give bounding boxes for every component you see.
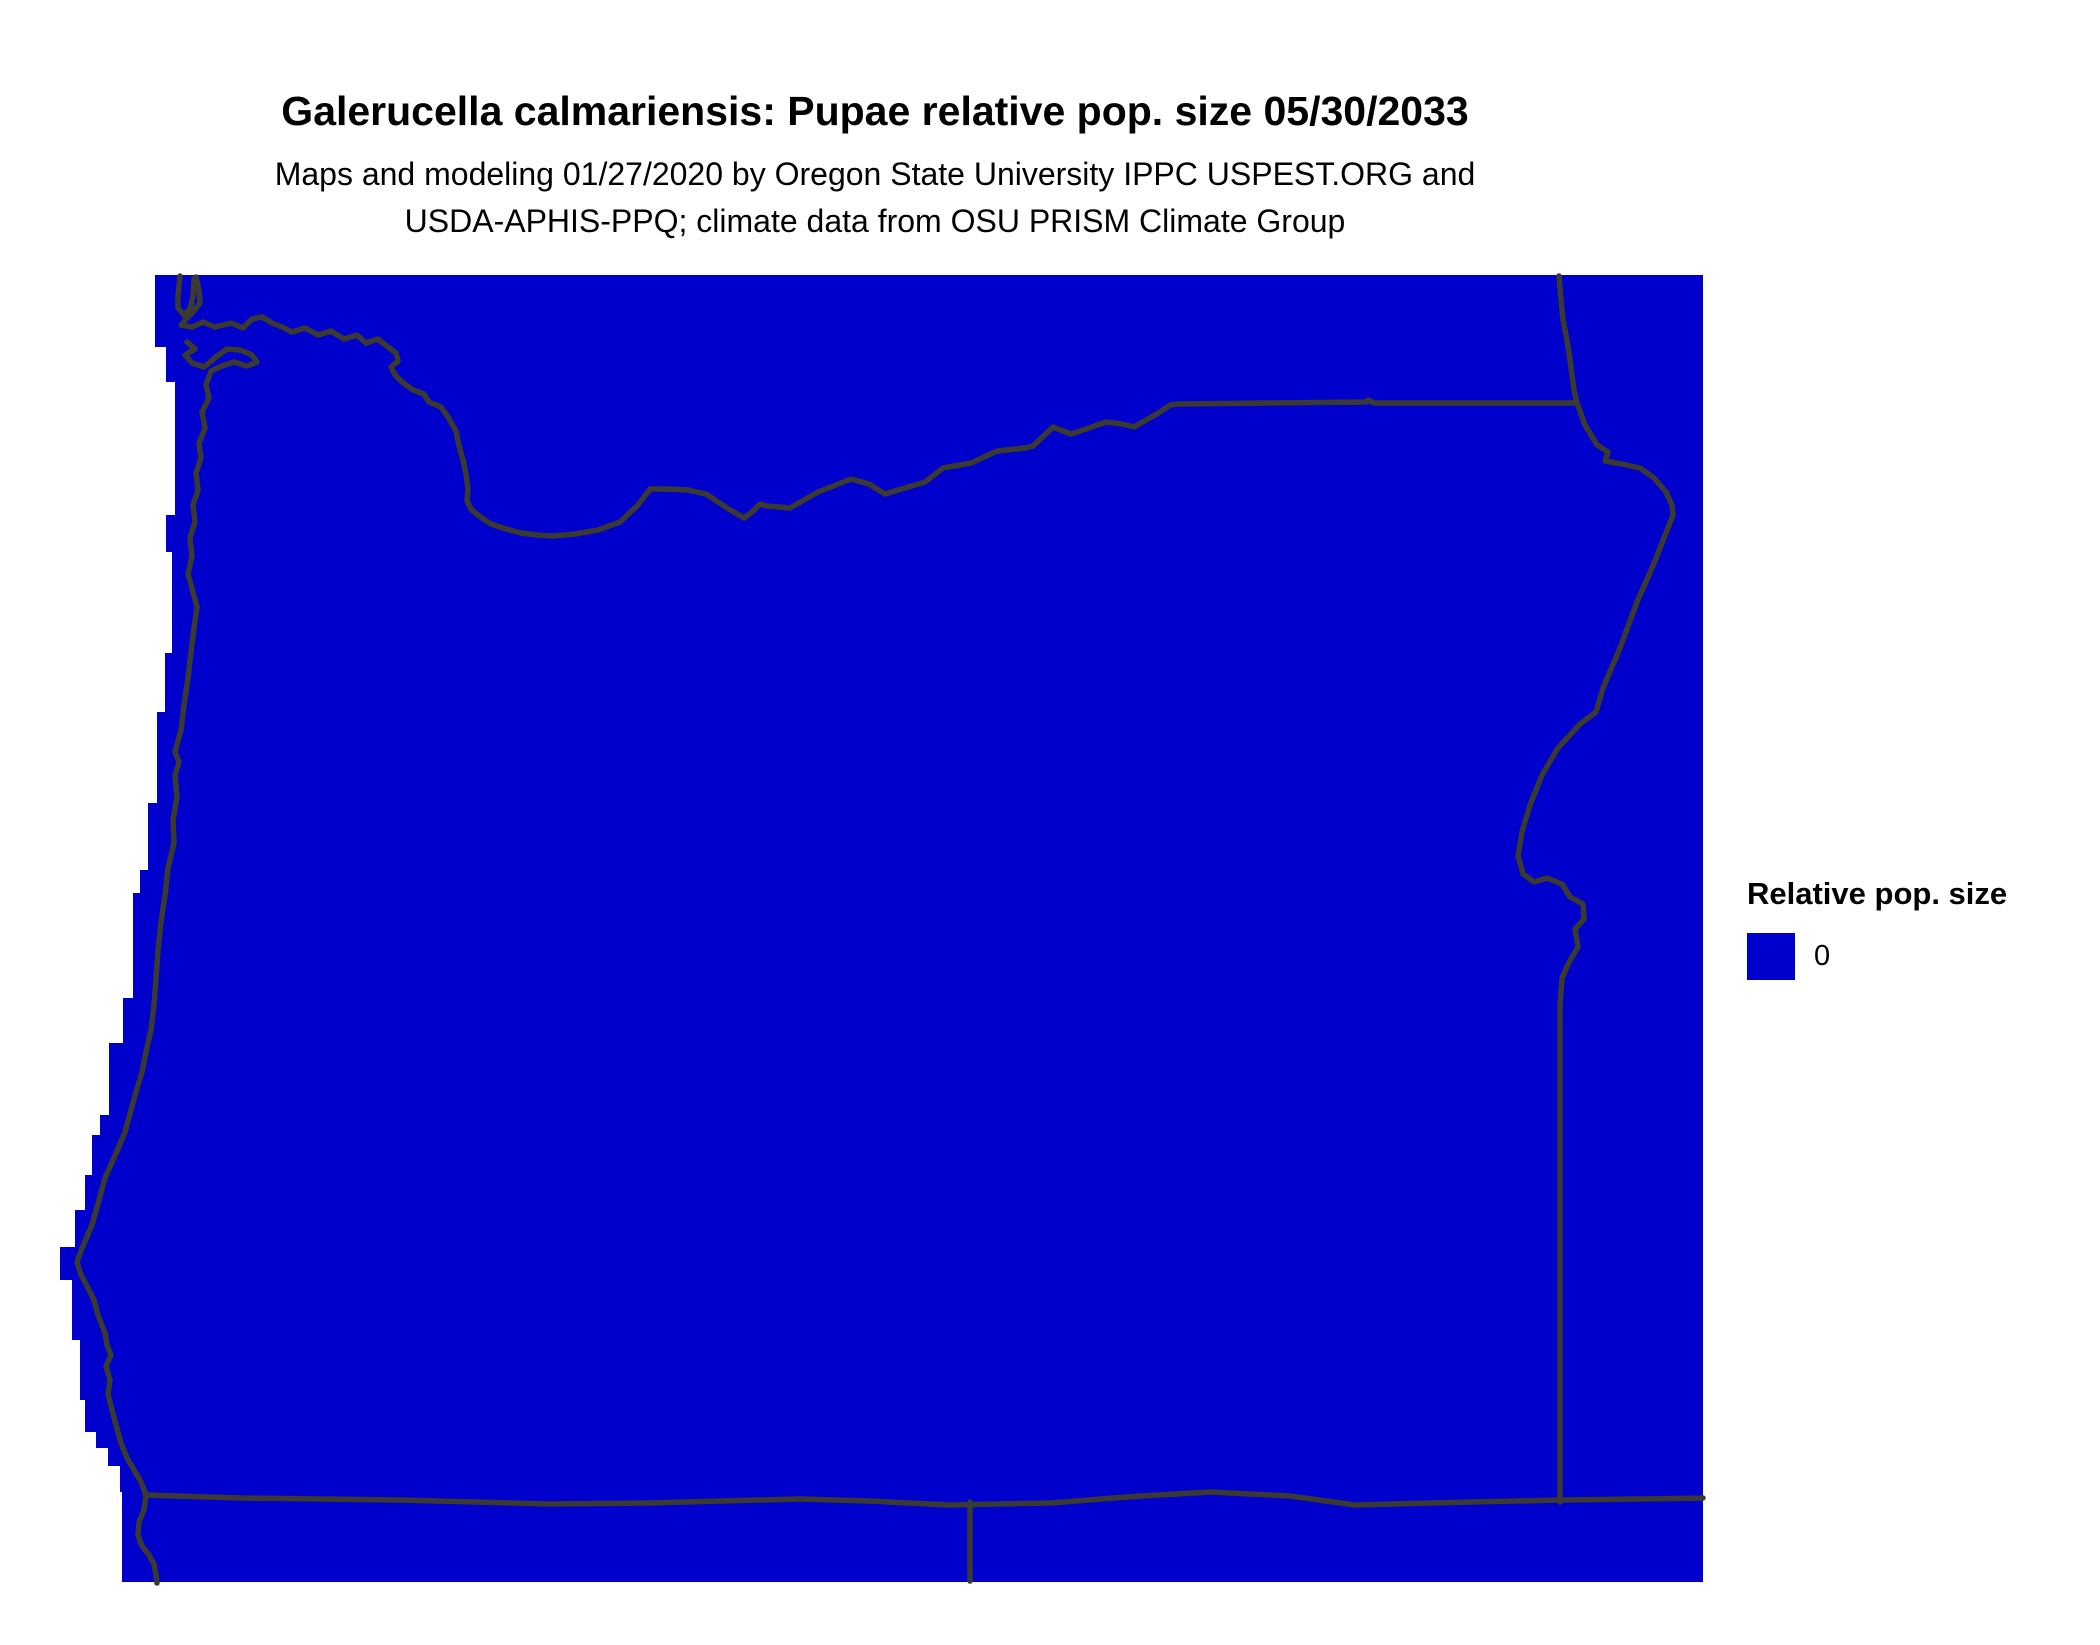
legend-value-label: 0 <box>1814 940 1831 972</box>
snake-river-border-line <box>1515 400 1676 1505</box>
subtitle-line-2: USDA-APHIS-PPQ; climate data from OSU PR… <box>404 203 1346 239</box>
washington-idaho-border-line <box>1556 273 1580 406</box>
legend-item: 0 <box>1747 933 2007 980</box>
map-extent-raster <box>60 275 1703 1582</box>
oregon-coastline <box>74 339 260 1586</box>
legend-color-swatch <box>1747 933 1795 980</box>
page-title: Galerucella calmariensis: Pupae relative… <box>281 88 1469 134</box>
legend-title: Relative pop. size <box>1747 876 2008 911</box>
subtitle-line-1: Maps and modeling 01/27/2020 by Oregon S… <box>274 156 1476 192</box>
oregon-california-border-line <box>142 1489 1706 1508</box>
legend-swatch-rect <box>1747 933 1795 980</box>
map-subtitle: Maps and modeling 01/27/2020 by Oregon S… <box>0 151 1750 245</box>
columbia-river-border-line <box>175 273 1580 539</box>
legend: Relative pop. size 0 <box>1747 876 2007 980</box>
map-header: Galerucella calmariensis: Pupae relative… <box>0 88 1750 245</box>
